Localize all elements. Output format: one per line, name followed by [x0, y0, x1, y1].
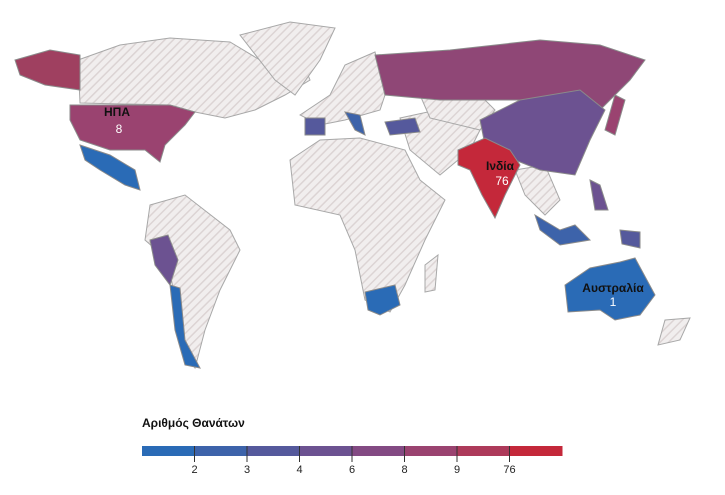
png — [619, 229, 641, 249]
south-america — [144, 194, 241, 370]
greenland — [239, 21, 336, 96]
legend-tick-label: 6 — [349, 464, 355, 476]
se-asia — [514, 164, 561, 216]
legend-swatch — [352, 446, 405, 456]
africa — [289, 137, 446, 313]
australia — [564, 257, 656, 321]
madagascar — [424, 253, 439, 293]
chile — [169, 284, 201, 369]
legend-tick-label: 4 — [296, 464, 302, 476]
legend-swatch — [194, 446, 248, 456]
legend-tick-label: 8 — [401, 464, 407, 476]
region-name: ΗΠΑ — [104, 105, 130, 119]
usa — [69, 104, 196, 163]
legend-title: Αριθμός Θανάτων — [142, 416, 245, 430]
japan — [604, 94, 626, 136]
region-name: Αυστραλία — [582, 281, 644, 295]
legend-tick-label: 3 — [244, 464, 250, 476]
legend-swatch — [404, 446, 458, 456]
legend-swatch — [299, 446, 353, 456]
legend-tick-label: 9 — [454, 464, 460, 476]
india — [457, 137, 521, 220]
south-africa — [364, 284, 401, 316]
region-value: 76 — [495, 174, 509, 188]
alaska — [14, 49, 81, 91]
legend-swatch — [142, 446, 195, 456]
region-value: 8 — [116, 122, 123, 136]
legend-swatch — [457, 446, 510, 456]
legend-tick-label: 2 — [191, 464, 197, 476]
philippines — [589, 179, 609, 211]
legend: Αριθμός Θανάτων 2 3 4 6 8 9 76 — [142, 416, 563, 476]
spain — [304, 117, 326, 136]
legend-tick-label: 76 — [503, 464, 515, 476]
indonesia — [534, 213, 592, 246]
world-map: ΗΠΑ 8 Ινδία 76 Αυστραλία 1 — [14, 21, 691, 370]
turkey — [384, 117, 421, 136]
peru — [149, 234, 179, 287]
mexico — [79, 144, 141, 191]
italy — [344, 111, 366, 136]
legend-swatch — [509, 446, 563, 456]
new-zealand — [657, 317, 691, 346]
region-value: 1 — [610, 295, 617, 309]
legend-swatch — [247, 446, 300, 456]
region-name: Ινδία — [486, 159, 515, 173]
russia — [374, 39, 646, 111]
